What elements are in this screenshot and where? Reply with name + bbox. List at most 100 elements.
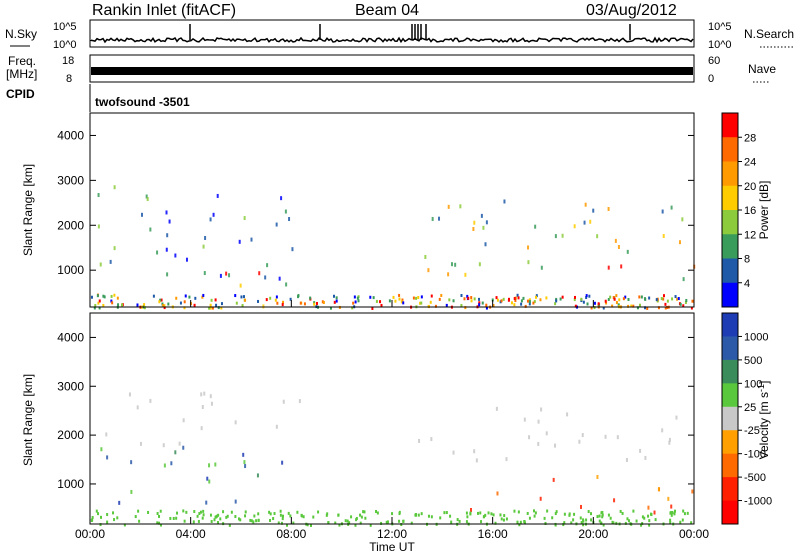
- ground-scatter-cell: [110, 299, 113, 303]
- ground-scatter-cell: [281, 303, 284, 307]
- colorbar-segment: [722, 430, 738, 455]
- data-cell: [106, 455, 109, 460]
- data-cell: [540, 407, 543, 412]
- ground-scatter-cell: [520, 302, 523, 306]
- ground-scatter-cell: [458, 519, 461, 523]
- ground-scatter-cell: [622, 297, 625, 301]
- ground-scatter-cell: [627, 297, 630, 301]
- data-cell: [452, 450, 455, 455]
- data-cell: [278, 276, 281, 281]
- ground-scatter-cell: [113, 293, 116, 297]
- ground-scatter-cell: [287, 511, 290, 515]
- ground-scatter-cell: [674, 295, 677, 299]
- colorbar-segment: [722, 234, 738, 259]
- ground-scatter-cell: [280, 521, 283, 525]
- ground-scatter-cell: [202, 509, 205, 513]
- data-cell: [234, 420, 237, 425]
- ground-scatter-cell: [99, 523, 102, 527]
- data-cell: [201, 404, 204, 409]
- ground-scatter-cell: [269, 296, 272, 300]
- data-cell: [578, 439, 581, 444]
- ground-scatter-cell: [277, 521, 280, 525]
- ground-scatter-cell: [274, 298, 277, 302]
- velocity-panel: 1000 2000 3000 4000 Slant Range [km] 1000 50…: [21, 312, 772, 527]
- ground-scatter-cell: [513, 303, 516, 307]
- colorbar-segment: [722, 258, 738, 284]
- ground-scatter-cell: [222, 510, 225, 514]
- data-cell: [554, 443, 557, 448]
- data-cell: [464, 272, 467, 277]
- ground-scatter-cell: [579, 516, 582, 520]
- ground-scatter-cell: [478, 301, 481, 305]
- ground-scatter-cell: [188, 295, 191, 299]
- ground-scatter-cell: [624, 295, 627, 299]
- data-cell: [668, 440, 671, 445]
- y-tick-label: 3000: [57, 173, 84, 187]
- ground-scatter-cell: [176, 511, 179, 515]
- data-cell: [149, 398, 152, 403]
- data-cell: [478, 262, 481, 267]
- ground-scatter-cell: [533, 514, 536, 518]
- data-cell: [604, 434, 607, 439]
- data-cell: [113, 246, 116, 251]
- colorbar-tick-label: -500: [744, 472, 766, 484]
- data-cell: [145, 194, 148, 199]
- ground-scatter-cell: [465, 511, 468, 515]
- ground-scatter-cell: [615, 521, 618, 525]
- ground-scatter-cell: [276, 301, 279, 305]
- ground-scatter-cell: [96, 294, 99, 298]
- ground-scatter-cell: [673, 512, 676, 516]
- ground-scatter-cell: [175, 296, 178, 300]
- ground-scatter-cell: [528, 298, 531, 302]
- ground-scatter-cell: [517, 296, 520, 300]
- ground-scatter-cell: [438, 297, 441, 301]
- colorbar-tick-label: -25: [744, 425, 760, 437]
- ground-scatter-cell: [95, 509, 98, 513]
- ground-scatter-cell: [98, 299, 101, 303]
- data-cell: [243, 216, 246, 221]
- ground-scatter-cell: [440, 293, 443, 297]
- ground-scatter-cell: [201, 516, 204, 520]
- data-cell: [281, 460, 284, 465]
- data-cell: [579, 504, 582, 509]
- y-tick-label: 2000: [57, 218, 84, 232]
- ground-scatter-cell: [182, 509, 185, 513]
- data-cell: [130, 460, 133, 465]
- ground-scatter-cell: [265, 298, 268, 302]
- data-cell: [681, 217, 684, 222]
- data-cell: [266, 263, 269, 268]
- data-cell: [244, 464, 247, 469]
- ground-scatter-cell: [593, 306, 596, 310]
- ground-scatter-cell: [333, 294, 336, 298]
- ground-scatter-cell: [113, 518, 116, 522]
- ground-scatter-cell: [217, 306, 220, 310]
- nsky-tick-high: 10^5: [53, 21, 77, 33]
- data-cell: [256, 473, 259, 478]
- ground-scatter-cell: [555, 299, 558, 303]
- data-cell: [214, 462, 217, 467]
- power-panel: 1000 2000 3000 4000 Slant Range [km] 28 24 20…: [21, 112, 771, 310]
- colorbar-tick-label: 12: [744, 229, 756, 241]
- data-cell: [298, 399, 301, 404]
- colorbar-segment: [722, 185, 738, 211]
- ground-scatter-cell: [669, 511, 672, 515]
- ground-scatter-cell: [240, 295, 243, 299]
- ground-scatter-cell: [484, 513, 487, 517]
- data-cell: [596, 474, 599, 479]
- ground-scatter-cell: [184, 294, 187, 298]
- data-cell: [528, 435, 531, 440]
- time-x-axis: 00:00 04:00 08:00 12:00 16:00 20:00 00:00: [75, 300, 709, 541]
- ground-scatter-cell: [469, 511, 472, 515]
- ground-scatter-cell: [638, 295, 641, 299]
- ground-scatter-cell: [662, 297, 665, 301]
- ground-scatter-cell: [612, 296, 615, 300]
- ground-scatter-cell: [388, 299, 391, 303]
- ground-scatter-cell: [163, 304, 166, 308]
- colorbar-segment: [722, 477, 738, 502]
- data-cell: [473, 220, 476, 225]
- ground-scatter-cell: [420, 512, 423, 516]
- ground-scatter-cell: [375, 509, 378, 513]
- ground-scatter-cell: [500, 299, 503, 303]
- data-cell: [545, 431, 548, 436]
- ground-scatter-cell: [615, 301, 618, 305]
